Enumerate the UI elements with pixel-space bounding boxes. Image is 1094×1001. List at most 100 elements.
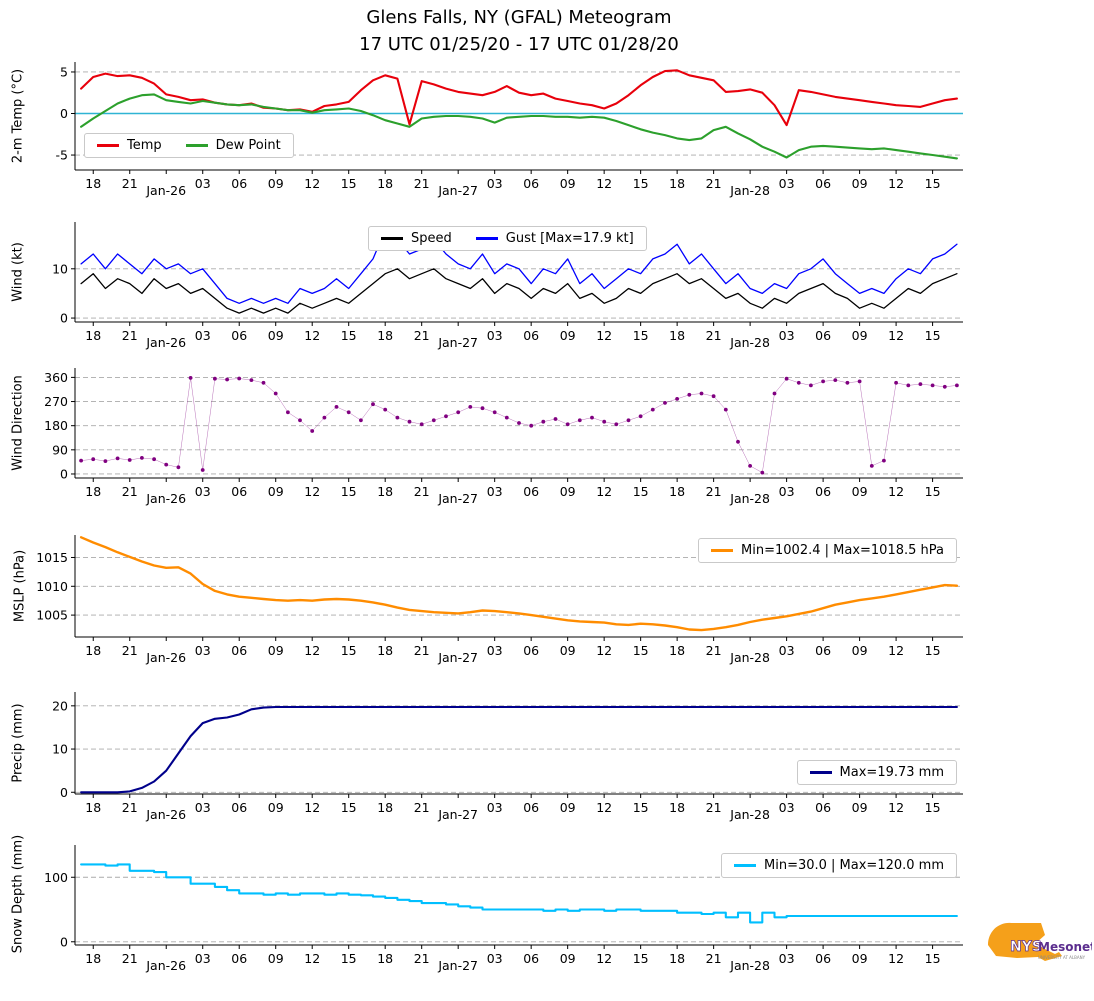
svg-text:15: 15 bbox=[633, 800, 649, 815]
svg-text:12: 12 bbox=[888, 176, 904, 191]
svg-text:12: 12 bbox=[888, 800, 904, 815]
temp-legend: Temp Dew Point bbox=[84, 133, 294, 158]
svg-text:12: 12 bbox=[304, 484, 320, 499]
temp-line-swatch bbox=[97, 144, 119, 147]
svg-text:06: 06 bbox=[815, 176, 831, 191]
svg-text:21: 21 bbox=[122, 643, 138, 658]
dewpoint-line-swatch bbox=[185, 144, 208, 147]
svg-text:09: 09 bbox=[268, 328, 284, 343]
svg-text:03: 03 bbox=[195, 643, 211, 658]
svg-text:12: 12 bbox=[888, 951, 904, 966]
panel-snow_depth: 100 0 18 21 Jan-26 03 06 09 12 15 18 21 Jan-27 03 06 09… bbox=[44, 845, 963, 973]
svg-text:06: 06 bbox=[815, 800, 831, 815]
svg-text:09: 09 bbox=[560, 643, 576, 658]
svg-text:18: 18 bbox=[377, 643, 393, 658]
snow-depth-line-swatch bbox=[734, 864, 756, 867]
svg-text:10: 10 bbox=[52, 261, 68, 276]
svg-text:21: 21 bbox=[706, 484, 722, 499]
chart-title-line1: Glens Falls, NY (GFAL) Meteogram bbox=[366, 7, 672, 28]
svg-text:12: 12 bbox=[304, 800, 320, 815]
svg-text:12: 12 bbox=[304, 328, 320, 343]
logo-nys-text: NYS bbox=[1010, 939, 1042, 955]
svg-text:18: 18 bbox=[85, 643, 101, 658]
svg-text:03: 03 bbox=[779, 643, 795, 658]
svg-text:15: 15 bbox=[633, 176, 649, 191]
svg-text:18: 18 bbox=[669, 176, 685, 191]
svg-text:09: 09 bbox=[268, 643, 284, 658]
svg-text:03: 03 bbox=[195, 800, 211, 815]
svg-text:03: 03 bbox=[195, 328, 211, 343]
legend-label-gust: Gust [Max=17.9 kt] bbox=[505, 231, 634, 246]
svg-text:09: 09 bbox=[560, 328, 576, 343]
ny-state-shape bbox=[988, 922, 1062, 961]
svg-text:15: 15 bbox=[341, 328, 357, 343]
svg-text:Jan-26: Jan-26 bbox=[145, 650, 186, 665]
svg-text:360: 360 bbox=[44, 370, 68, 385]
svg-text:09: 09 bbox=[852, 176, 868, 191]
svg-text:100: 100 bbox=[44, 870, 68, 885]
svg-text:Jan-28: Jan-28 bbox=[729, 491, 770, 506]
svg-text:Jan-28: Jan-28 bbox=[729, 650, 770, 665]
svg-text:03: 03 bbox=[487, 643, 503, 658]
svg-text:15: 15 bbox=[341, 484, 357, 499]
svg-text:03: 03 bbox=[779, 484, 795, 499]
svg-text:12: 12 bbox=[304, 176, 320, 191]
svg-text:03: 03 bbox=[487, 484, 503, 499]
svg-text:09: 09 bbox=[268, 176, 284, 191]
svg-text:12: 12 bbox=[888, 328, 904, 343]
svg-text:21: 21 bbox=[122, 484, 138, 499]
svg-text:03: 03 bbox=[779, 176, 795, 191]
ylabel-wind-direction: Wind Direction bbox=[10, 375, 26, 471]
svg-text:18: 18 bbox=[669, 643, 685, 658]
legend-label-speed: Speed bbox=[411, 231, 452, 246]
svg-text:12: 12 bbox=[304, 643, 320, 658]
svg-text:18: 18 bbox=[377, 951, 393, 966]
svg-text:18: 18 bbox=[669, 484, 685, 499]
svg-text:180: 180 bbox=[44, 418, 68, 433]
svg-text:09: 09 bbox=[852, 951, 868, 966]
svg-text:15: 15 bbox=[341, 800, 357, 815]
svg-text:06: 06 bbox=[523, 176, 539, 191]
svg-text:18: 18 bbox=[669, 800, 685, 815]
svg-text:03: 03 bbox=[487, 951, 503, 966]
svg-text:09: 09 bbox=[268, 951, 284, 966]
panel-wind: 10 0 18 21 Jan-26 03 06 09 12 15 18 21 Jan-27 03 06 09 1… bbox=[52, 222, 963, 350]
svg-text:21: 21 bbox=[706, 328, 722, 343]
svg-text:06: 06 bbox=[231, 951, 247, 966]
svg-text:21: 21 bbox=[414, 643, 430, 658]
svg-text:15: 15 bbox=[341, 643, 357, 658]
svg-text:5: 5 bbox=[60, 64, 68, 79]
svg-text:15: 15 bbox=[633, 951, 649, 966]
svg-text:06: 06 bbox=[231, 176, 247, 191]
svg-text:21: 21 bbox=[706, 951, 722, 966]
svg-text:09: 09 bbox=[852, 643, 868, 658]
chart-title: Glens Falls, NY (GFAL) Meteogram 17 UTC … bbox=[75, 4, 963, 58]
svg-text:12: 12 bbox=[596, 800, 612, 815]
svg-text:06: 06 bbox=[523, 643, 539, 658]
mslp-legend: Min=1002.4 | Max=1018.5 hPa bbox=[698, 538, 957, 563]
svg-text:06: 06 bbox=[523, 328, 539, 343]
svg-text:270: 270 bbox=[44, 394, 68, 409]
svg-text:18: 18 bbox=[377, 484, 393, 499]
precip-line-swatch bbox=[809, 771, 832, 774]
svg-text:21: 21 bbox=[122, 800, 138, 815]
svg-text:12: 12 bbox=[888, 484, 904, 499]
svg-text:0: 0 bbox=[60, 311, 68, 326]
svg-text:03: 03 bbox=[195, 176, 211, 191]
svg-text:06: 06 bbox=[523, 484, 539, 499]
legend-label-temp: Temp bbox=[127, 138, 162, 153]
svg-text:12: 12 bbox=[596, 951, 612, 966]
svg-text:10: 10 bbox=[52, 742, 68, 757]
nys-mesonet-logo: NYS Mesonet UNIVERSITY AT ALBANY bbox=[988, 922, 1092, 961]
svg-text:03: 03 bbox=[195, 484, 211, 499]
svg-text:03: 03 bbox=[487, 328, 503, 343]
svg-text:Jan-28: Jan-28 bbox=[729, 958, 770, 973]
ylabel-temp: 2-m Temp (°C) bbox=[10, 68, 26, 164]
svg-text:21: 21 bbox=[122, 176, 138, 191]
svg-text:21: 21 bbox=[706, 176, 722, 191]
legend-entry-snow-depth: Min=30.0 | Max=120.0 mm bbox=[734, 858, 944, 873]
svg-text:Jan-27: Jan-27 bbox=[437, 958, 478, 973]
svg-text:06: 06 bbox=[815, 328, 831, 343]
